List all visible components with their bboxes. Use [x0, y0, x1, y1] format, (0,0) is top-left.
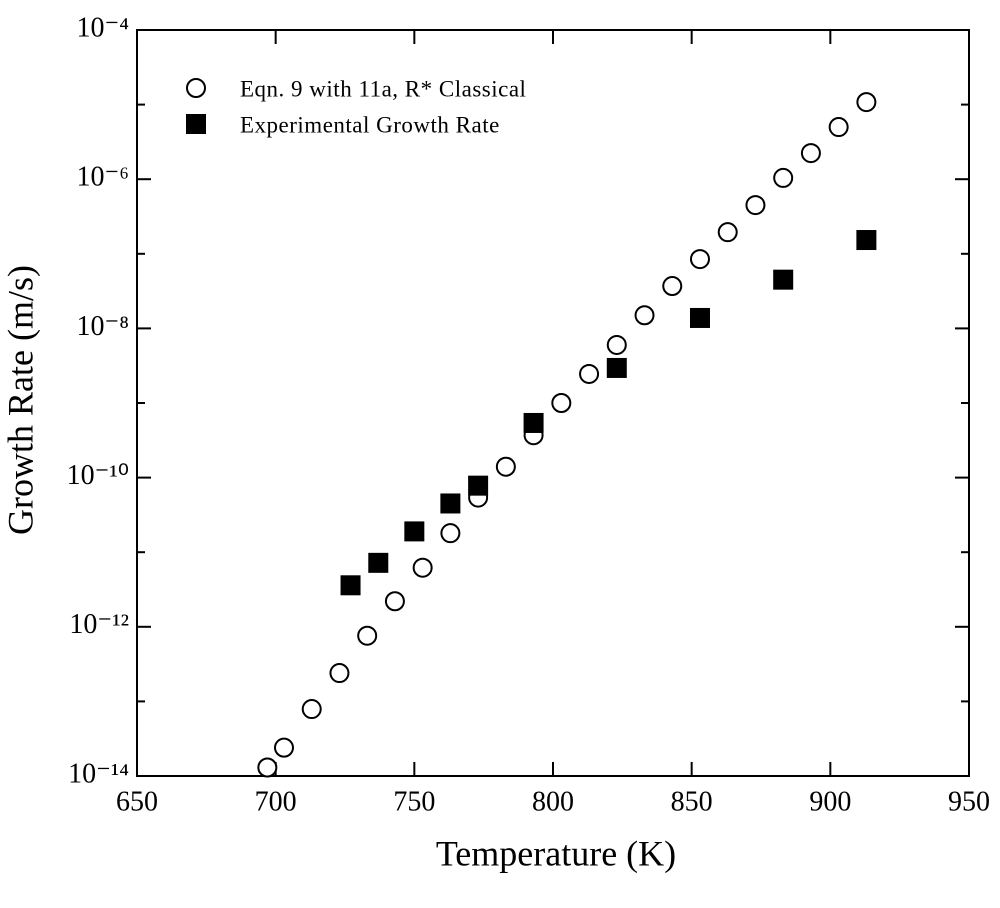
x-tick-label: 900 [809, 786, 851, 817]
y-tick-label: 10⁻¹² [69, 609, 129, 640]
y-tick-label: 10⁻¹⁰ [67, 460, 129, 491]
legend-label: Eqn. 9 with 11a, R* Classical [240, 76, 526, 101]
data-point [440, 493, 461, 514]
y-tick-label: 10⁻⁸ [76, 311, 129, 342]
legend-marker [186, 78, 206, 98]
data-point [856, 92, 877, 113]
y-tick-label: 10⁻⁶ [76, 162, 129, 193]
x-tick-label: 750 [393, 786, 435, 817]
data-point [717, 222, 738, 243]
data-point [301, 699, 322, 720]
y-tick-label: 10⁻¹⁴ [68, 758, 129, 789]
data-point [745, 195, 766, 216]
legend-marker [186, 114, 206, 134]
x-axis-label: Temperature (K) [436, 833, 676, 873]
data-point [689, 249, 710, 270]
data-point [662, 276, 683, 297]
data-point [412, 557, 433, 578]
legend-label: Experimental Growth Rate [240, 112, 500, 137]
data-point [440, 523, 461, 544]
data-point [523, 412, 544, 433]
x-tick-label: 950 [948, 786, 990, 817]
data-point [551, 393, 572, 413]
data-point [828, 117, 849, 138]
data-point [606, 334, 627, 355]
data-point [368, 552, 389, 573]
data-point [468, 475, 489, 496]
y-axis-label: Growth Rate (m/s) [0, 265, 40, 535]
data-point [357, 625, 378, 646]
x-tick-label: 650 [116, 786, 158, 817]
x-tick-label: 700 [255, 786, 297, 817]
data-point [773, 167, 794, 188]
data-point [384, 591, 405, 612]
data-point [856, 230, 877, 251]
x-tick-label: 800 [532, 786, 574, 817]
data-point [257, 757, 278, 778]
y-tick-label: 10⁻⁴ [76, 12, 129, 43]
data-point [606, 357, 627, 378]
data-point [773, 269, 794, 290]
data-point [800, 143, 821, 164]
data-point [634, 305, 655, 326]
data-point [689, 307, 710, 328]
data-point [273, 737, 294, 758]
data-point [404, 521, 425, 542]
data-point [495, 456, 516, 477]
x-tick-label: 850 [671, 786, 713, 817]
data-point [329, 663, 350, 684]
data-point [340, 575, 361, 596]
data-point [579, 363, 600, 384]
